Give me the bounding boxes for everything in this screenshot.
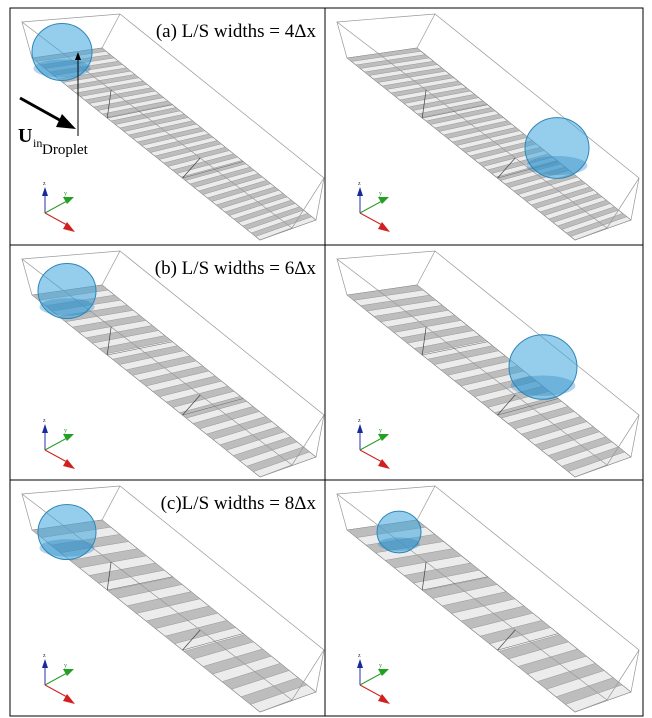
droplet-contact — [39, 298, 94, 315]
axis-y-label: y — [379, 428, 382, 434]
droplet-contact — [527, 156, 588, 175]
droplet-contact — [511, 376, 576, 396]
axis-y-label: y — [379, 663, 382, 669]
axis-z-label: z — [43, 418, 46, 424]
axis-z-label: z — [358, 181, 361, 187]
panel-label: (c)L/S widths = 8Δx — [161, 493, 317, 514]
axis-y-label: y — [379, 191, 382, 197]
droplet-contact — [34, 60, 91, 78]
axis-z-label: z — [358, 653, 361, 659]
panel-label: (b) L/S widths = 6Δx — [155, 258, 317, 279]
axis-y-label: y — [64, 191, 67, 197]
axis-y-label: y — [64, 428, 67, 434]
velocity-label: U — [18, 125, 32, 147]
velocity-subscript: in — [33, 136, 42, 150]
axis-y-label: y — [64, 663, 67, 669]
axis-z-label: z — [358, 418, 361, 424]
axis-z-label: z — [43, 181, 46, 187]
droplet-contact — [39, 539, 94, 556]
droplet-contact — [378, 538, 420, 551]
figure: z y (a) L/S widths = 4Δx UinDroplet z y z y (b) … — [0, 0, 652, 718]
axis-z-label: z — [43, 653, 46, 659]
droplet-label: Droplet — [42, 142, 89, 158]
panel-label: (a) L/S widths = 4Δx — [156, 21, 317, 42]
